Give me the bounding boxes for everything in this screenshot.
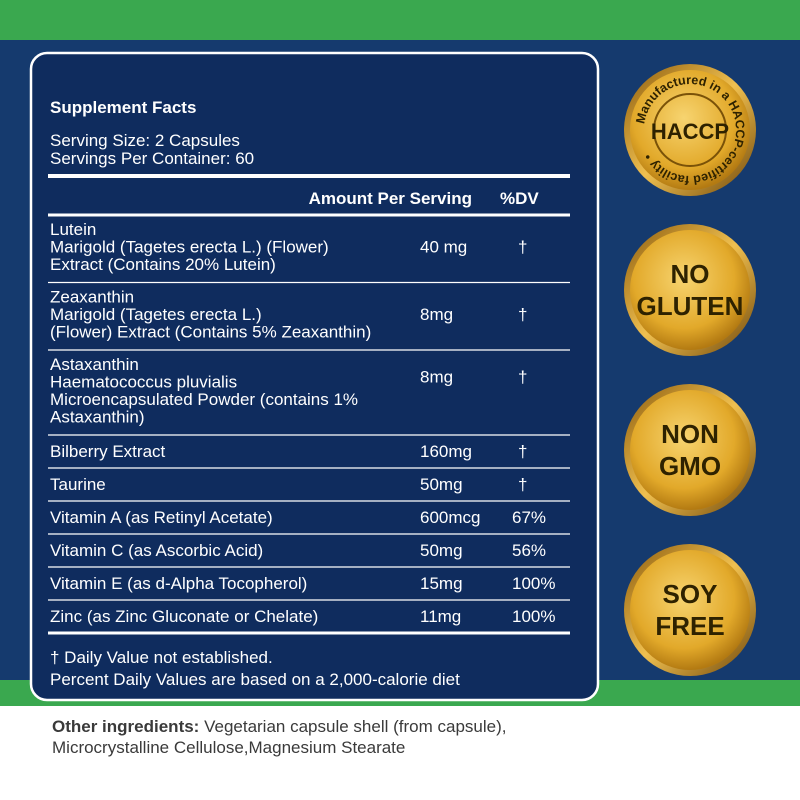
ingredient-line: Lutein: [50, 220, 96, 239]
other-text: Vegetarian capsule shell (from capsule),: [199, 717, 506, 736]
badge-label: NON: [661, 419, 719, 449]
badge-label: GMO: [659, 451, 721, 481]
amount: 15mg: [420, 574, 463, 593]
other-label: Other ingredients:: [52, 717, 199, 736]
dv: †: [518, 367, 527, 386]
amount-header: Amount Per Serving: [309, 189, 472, 208]
badge-face: [630, 550, 750, 670]
ingredient-line: Bilberry Extract: [50, 442, 166, 461]
dv: †: [518, 238, 527, 257]
badge-label: FREE: [655, 611, 724, 641]
badge-face: [630, 70, 750, 190]
badge-label: GLUTEN: [637, 291, 744, 321]
footnote: Percent Daily Values are based on a 2,00…: [50, 670, 460, 689]
ingredient-line: Marigold (Tagetes erecta L.): [50, 305, 262, 324]
amount: 8mg: [420, 367, 453, 386]
dv-header: %DV: [500, 189, 539, 208]
amount: 50mg: [420, 541, 463, 560]
badge-face: [630, 390, 750, 510]
amount: 600mcg: [420, 508, 480, 527]
footnote: † Daily Value not established.: [50, 648, 273, 667]
servings-per-container: Servings Per Container: 60: [50, 149, 254, 168]
badge-label: NO: [671, 259, 710, 289]
ingredient-line: Vitamin E (as d-Alpha Tocopherol): [50, 574, 307, 593]
ingredient-line: Vitamin C (as Ascorbic Acid): [50, 541, 263, 560]
ingredient-line: (Flower) Extract (Contains 5% Zeaxanthin…: [50, 323, 371, 342]
ingredient-line: Astaxanthin: [50, 355, 139, 374]
dv: †: [518, 305, 527, 324]
amount: 8mg: [420, 305, 453, 324]
ingredient-line: Microencapsulated Powder (contains 1%: [50, 390, 358, 409]
badge: Manufactured in a HACCP-certified facili…: [624, 64, 756, 196]
ingredient-line: Taurine: [50, 475, 106, 494]
ingredient-line: Marigold (Tagetes erecta L.) (Flower): [50, 238, 329, 257]
dv: †: [518, 442, 527, 461]
amount: 160mg: [420, 442, 472, 461]
ingredient-line: Zinc (as Zinc Gluconate or Chelate): [50, 607, 318, 626]
title: Supplement Facts: [50, 98, 196, 117]
ingredient-line: Zeaxanthin: [50, 288, 134, 307]
dv: 56%: [512, 541, 546, 560]
badge-label: HACCP: [651, 119, 729, 144]
badges: Manufactured in a HACCP-certified facili…: [624, 64, 756, 676]
amount: 40 mg: [420, 238, 467, 257]
dv: 100%: [512, 607, 555, 626]
serving-size: Serving Size: 2 Capsules: [50, 131, 240, 150]
ingredient-line: Astaxanthin): [50, 408, 145, 427]
amount: 50mg: [420, 475, 463, 494]
dv: 100%: [512, 574, 555, 593]
other-text: Microcrystalline Cellulose,Magnesium Ste…: [52, 738, 405, 757]
badge-inner-ring: [653, 93, 727, 167]
amount: 11mg: [420, 607, 461, 626]
ingredient-line: Haematococcus pluvialis: [50, 373, 237, 392]
dv: †: [518, 475, 527, 494]
dv: 67%: [512, 508, 546, 527]
badge-label: SOY: [663, 579, 718, 609]
badge-face: [630, 230, 750, 350]
ingredient-line: Vitamin A (as Retinyl Acetate): [50, 508, 273, 527]
other-ingredients: Other ingredients: Vegetarian capsule sh…: [52, 717, 506, 736]
top-band: [0, 0, 800, 40]
ingredient-line: Extract (Contains 20% Lutein): [50, 255, 276, 274]
